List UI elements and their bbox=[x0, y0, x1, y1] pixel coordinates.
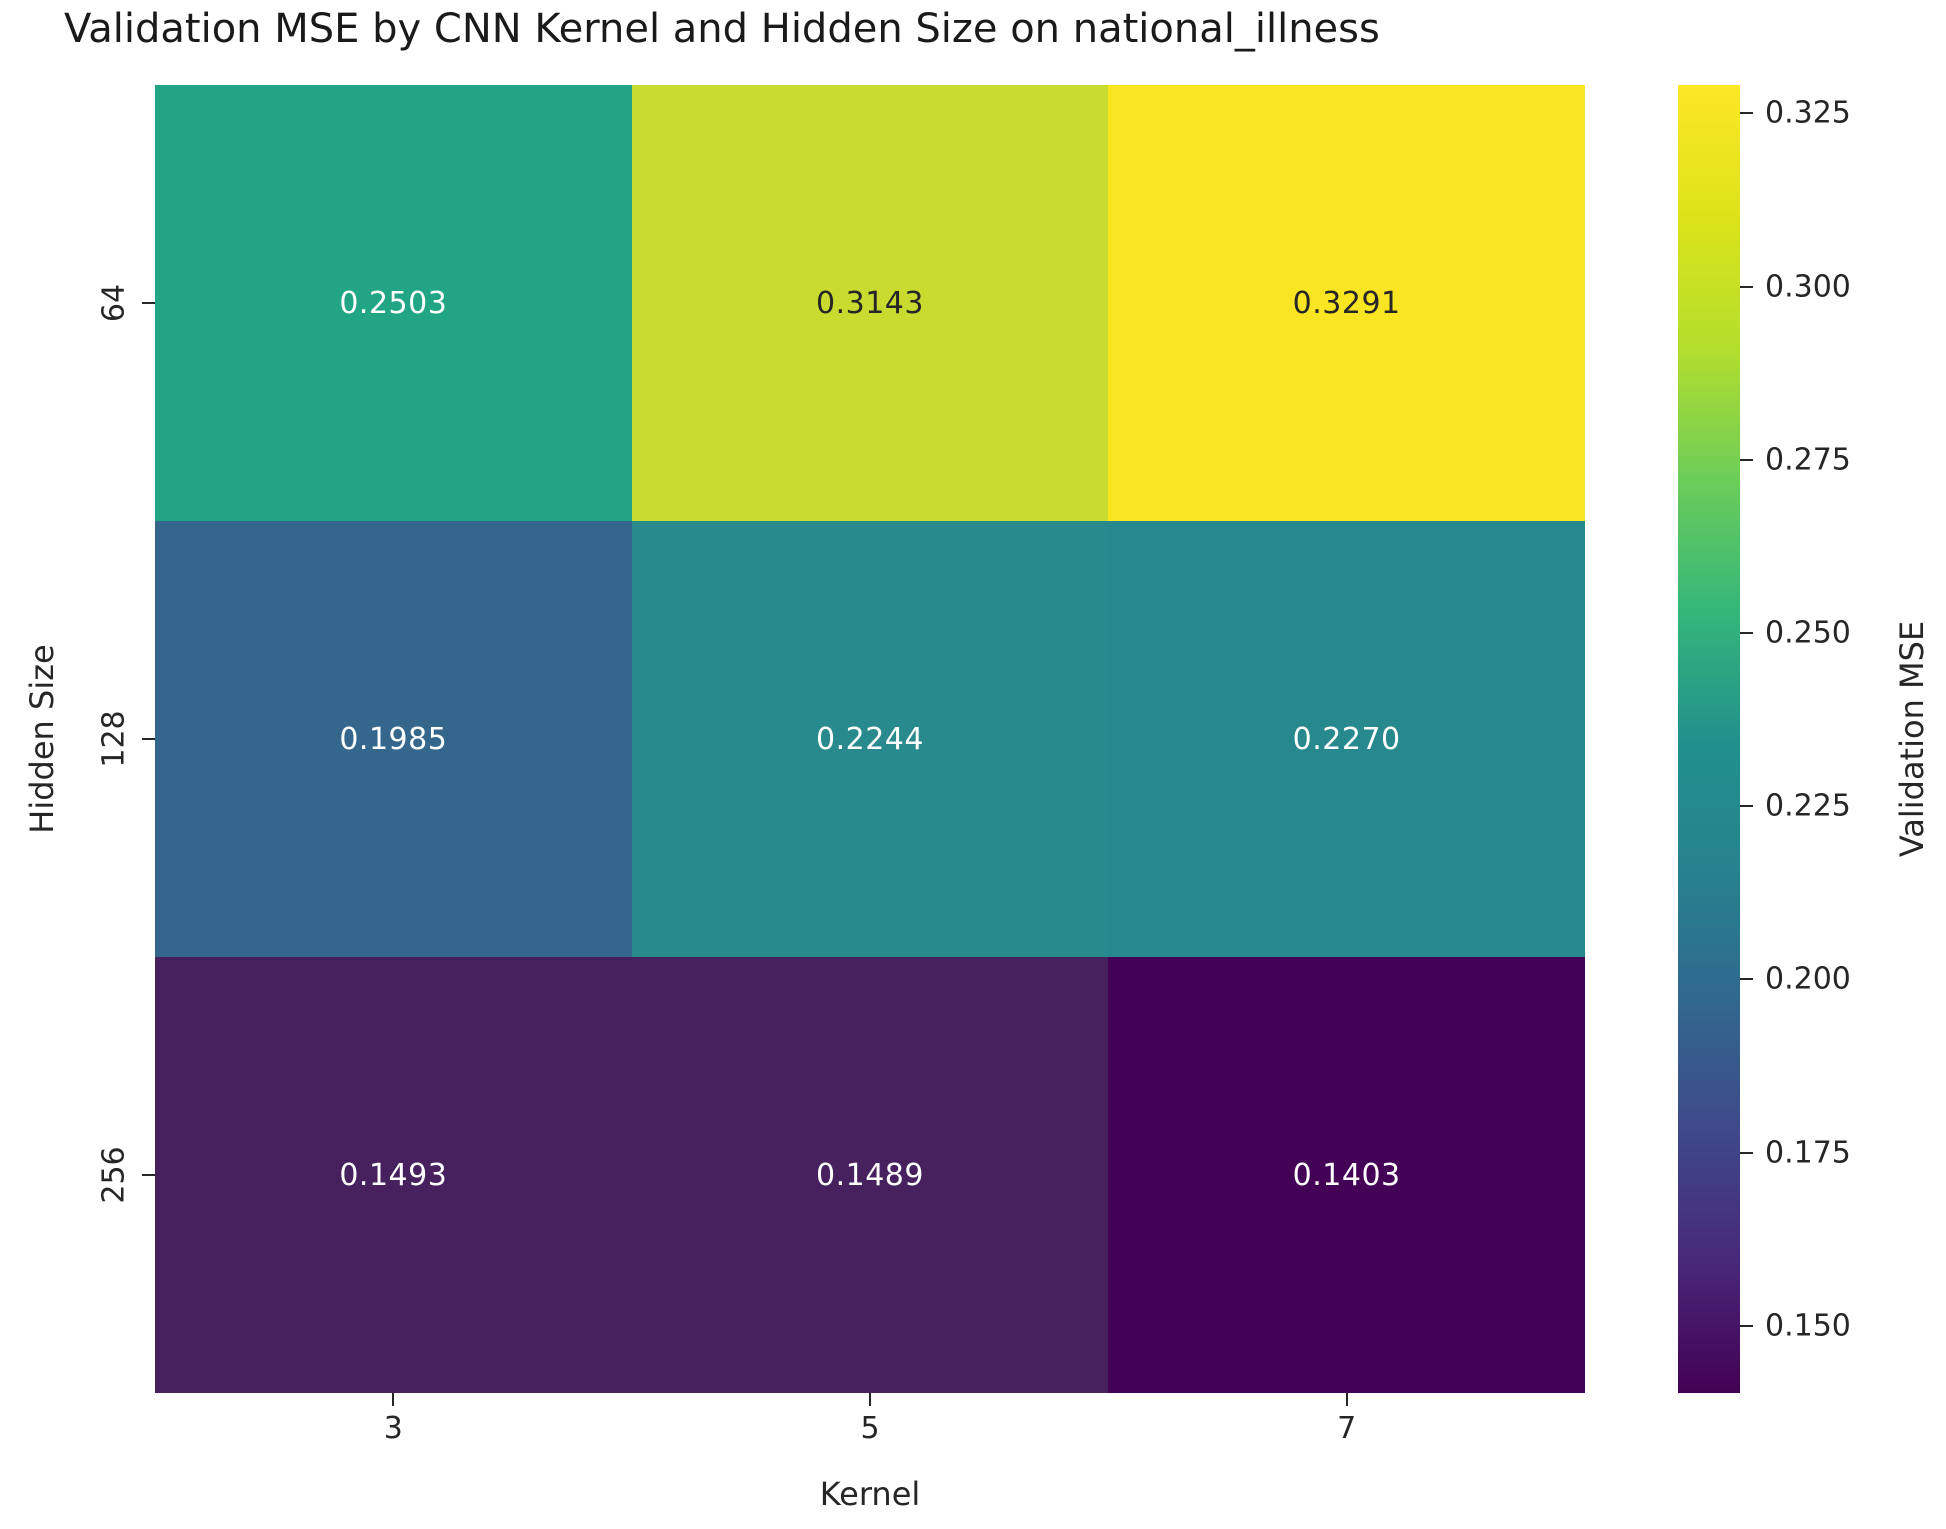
colorbar-tick-label: 0.175 bbox=[1765, 1135, 1851, 1171]
y-tick-mark bbox=[142, 738, 155, 740]
heatmap-cell: 0.3291 bbox=[1108, 85, 1585, 521]
heatmap-cell: 0.1489 bbox=[631, 957, 1109, 1393]
heatmap-grid: 0.2503 0.3143 0.3291 0.1985 0.2244 0.2270 0.14… bbox=[155, 85, 1585, 1393]
x-tick-label: 5 bbox=[860, 1411, 880, 1446]
heatmap-cell: 0.1403 bbox=[1108, 957, 1585, 1393]
colorbar bbox=[1678, 85, 1740, 1393]
colorbar-tick-mark bbox=[1740, 805, 1753, 808]
cell-value: 0.2503 bbox=[339, 285, 448, 321]
colorbar-tick-mark bbox=[1740, 978, 1753, 981]
colorbar-tick-mark bbox=[1740, 1151, 1753, 1154]
colorbar-tick-label: 0.300 bbox=[1765, 269, 1851, 305]
x-tick-mark bbox=[1345, 1393, 1348, 1406]
colorbar-tick-label: 0.250 bbox=[1765, 615, 1851, 651]
colorbar-label: Validation MSE bbox=[1893, 620, 1931, 858]
heatmap-cell: 0.1985 bbox=[155, 521, 632, 957]
heatmap-cell: 0.2244 bbox=[631, 521, 1109, 957]
x-axis-label: Kernel bbox=[819, 1475, 921, 1513]
x-tick-mark bbox=[392, 1393, 395, 1406]
colorbar-tick-mark bbox=[1740, 1324, 1753, 1327]
y-tick-label: 64 bbox=[96, 283, 132, 323]
heatmap-cell: 0.2503 bbox=[155, 85, 632, 521]
cell-value: 0.1403 bbox=[1292, 1157, 1401, 1193]
colorbar-tick-label: 0.200 bbox=[1765, 961, 1851, 997]
heatmap-cell: 0.2270 bbox=[1108, 521, 1585, 957]
cell-value: 0.3291 bbox=[1292, 285, 1401, 321]
chart-title: Validation MSE by CNN Kernel and Hidden … bbox=[64, 6, 1380, 52]
colorbar-tick-label: 0.325 bbox=[1765, 95, 1851, 131]
y-tick-label: 128 bbox=[96, 710, 132, 768]
colorbar-tick-mark bbox=[1740, 285, 1753, 288]
y-tick-label: 256 bbox=[96, 1146, 132, 1204]
cell-value: 0.1489 bbox=[816, 1157, 924, 1193]
heatmap-cell: 0.1493 bbox=[155, 957, 632, 1393]
y-tick-mark bbox=[142, 1174, 155, 1176]
heatmap-cell: 0.3143 bbox=[631, 85, 1109, 521]
colorbar-tick-label: 0.275 bbox=[1765, 442, 1851, 478]
colorbar-tick-label: 0.150 bbox=[1765, 1308, 1851, 1344]
y-tick-mark bbox=[142, 302, 155, 304]
colorbar-tick-mark bbox=[1740, 632, 1753, 634]
x-tick-mark bbox=[869, 1393, 871, 1406]
colorbar-tick-mark bbox=[1740, 458, 1753, 461]
y-axis-label: Hidden Size bbox=[23, 644, 61, 834]
cell-value: 0.1985 bbox=[339, 721, 448, 757]
colorbar-tick-label: 0.225 bbox=[1765, 788, 1851, 824]
colorbar-tick-mark bbox=[1740, 112, 1753, 115]
x-tick-label: 3 bbox=[383, 1411, 403, 1446]
cell-value: 0.2244 bbox=[816, 721, 924, 757]
cell-value: 0.3143 bbox=[816, 285, 924, 321]
x-tick-label: 7 bbox=[1337, 1411, 1357, 1446]
cell-value: 0.2270 bbox=[1292, 721, 1401, 757]
cell-value: 0.1493 bbox=[339, 1157, 448, 1193]
